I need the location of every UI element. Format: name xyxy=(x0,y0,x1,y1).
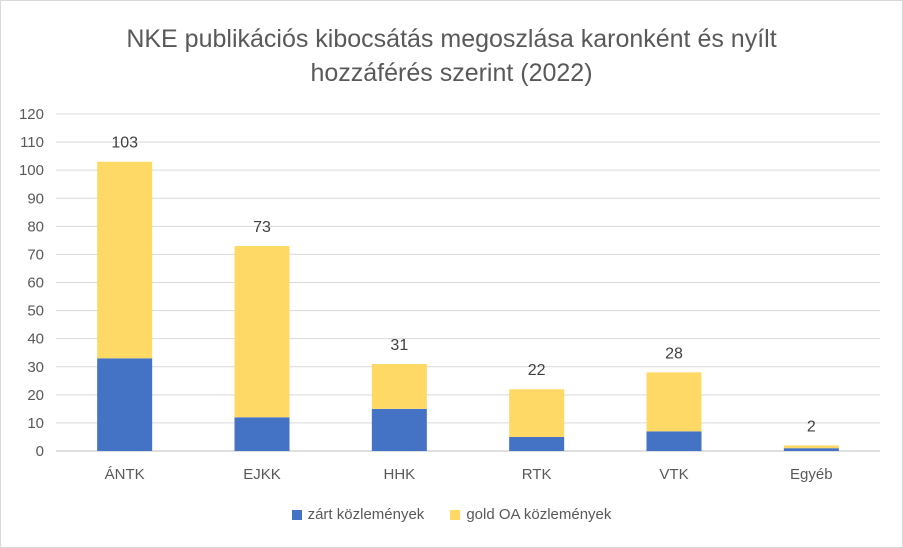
data-label-total: 73 xyxy=(253,219,271,236)
legend: zárt közlemények gold OA közlemények xyxy=(0,506,903,523)
bar-closed xyxy=(371,408,427,451)
bar-gold-oa xyxy=(97,161,153,359)
y-tick-label: 60 xyxy=(27,275,44,292)
legend-label-gold-oa: gold OA közlemények xyxy=(466,506,612,523)
data-label-total: 22 xyxy=(528,362,546,379)
legend-item-gold-oa: gold OA közlemények xyxy=(450,506,611,523)
y-tick-label: 40 xyxy=(27,331,44,348)
bar-gold-oa xyxy=(371,363,427,409)
y-tick-label: 70 xyxy=(27,246,44,263)
bar-gold-oa xyxy=(509,389,565,437)
x-tick-label: VTK xyxy=(659,466,688,483)
legend-label-closed: zárt közlemények xyxy=(307,506,425,523)
y-tick-label: 50 xyxy=(27,303,44,320)
y-tick-label: 80 xyxy=(27,218,44,235)
bar-gold-oa xyxy=(783,445,839,449)
bar-closed xyxy=(234,417,290,451)
chart-title-line2: hozzáférés szerint (2022) xyxy=(310,59,593,87)
data-label-total: 31 xyxy=(390,337,408,354)
legend-swatch-closed xyxy=(291,509,302,520)
data-label-total: 103 xyxy=(111,135,138,152)
y-tick-label: 120 xyxy=(19,106,44,123)
legend-item-closed: zárt közlemények xyxy=(291,506,425,523)
x-tick-label: ÁNTK xyxy=(105,466,145,483)
bar-closed xyxy=(783,448,839,451)
x-tick-label: HHK xyxy=(383,466,415,483)
y-tick-label: 100 xyxy=(19,162,44,179)
legend-swatch-gold-oa xyxy=(450,509,461,520)
y-tick-label: 110 xyxy=(20,134,44,151)
x-tick-label: Egyéb xyxy=(790,466,833,483)
y-tick-label: 30 xyxy=(27,359,44,376)
y-tick-label: 10 xyxy=(27,415,44,432)
data-label-total: 2 xyxy=(807,418,816,435)
chart-title-line1: NKE publikációs kibocsátás megoszlása ka… xyxy=(126,25,777,53)
x-tick-label: RTK xyxy=(522,466,552,483)
chart-title: NKE publikációs kibocsátás megoszlása ka… xyxy=(0,22,903,90)
y-tick-label: 20 xyxy=(27,387,44,404)
y-tick-label: 0 xyxy=(36,443,44,460)
bar-gold-oa xyxy=(234,245,290,418)
bar-gold-oa xyxy=(646,372,702,432)
data-label-total: 28 xyxy=(665,345,683,362)
bar-closed xyxy=(97,358,153,451)
y-tick-label: 90 xyxy=(27,190,44,207)
x-tick-label: EJKK xyxy=(243,466,281,483)
bar-closed xyxy=(646,431,702,451)
bar-closed xyxy=(509,436,565,451)
